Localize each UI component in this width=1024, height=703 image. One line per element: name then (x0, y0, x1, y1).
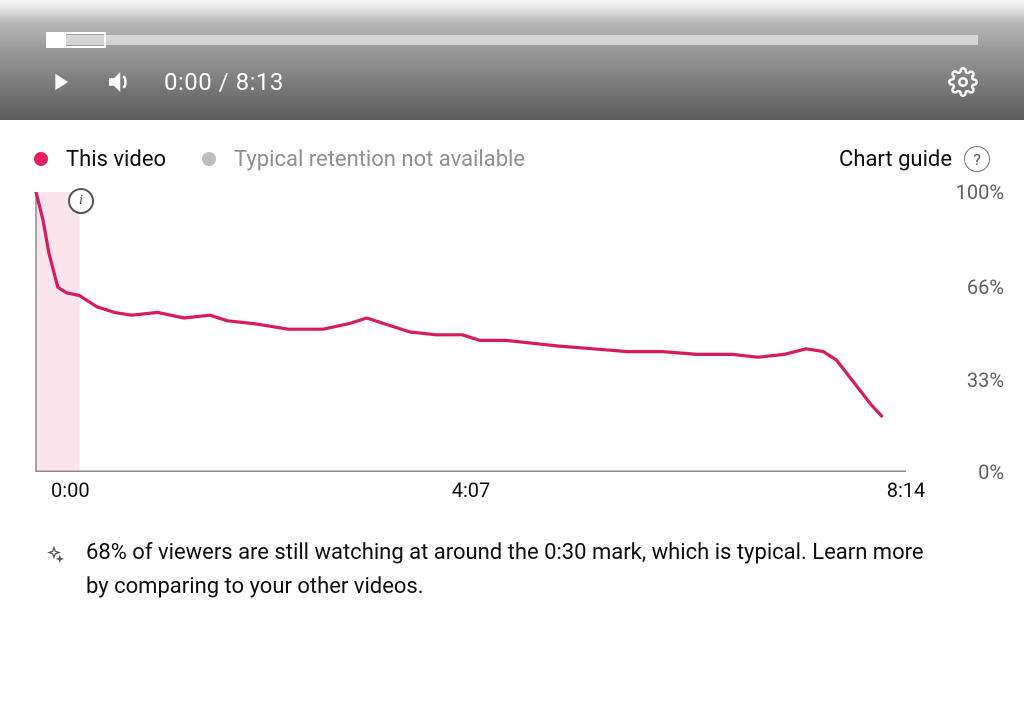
chart-guide-label: Chart guide (839, 147, 952, 172)
x-tick-label: 8:14 (887, 478, 926, 502)
progress-bar[interactable] (46, 35, 978, 45)
y-tick-label: 66% (967, 275, 1004, 299)
playback-time: 0:00 / 8:13 (164, 68, 284, 96)
insight-text: 68% of viewers are still watching at aro… (86, 536, 940, 604)
progress-fill (48, 34, 66, 46)
play-icon[interactable] (46, 68, 74, 96)
x-tick-label: 0:00 (51, 478, 90, 502)
insight-row: 68% of viewers are still watching at aro… (0, 508, 1024, 604)
help-icon[interactable]: ? (964, 146, 990, 172)
volume-icon[interactable] (104, 67, 134, 97)
info-icon[interactable]: i (68, 188, 94, 214)
legend-dot-secondary (202, 152, 216, 166)
sparkle-icon (44, 542, 64, 562)
legend-label-secondary: Typical retention not available (234, 147, 525, 172)
x-tick-label: 4:07 (452, 478, 491, 502)
video-player[interactable]: 0:00 / 8:13 (0, 0, 1024, 120)
progress-thumb[interactable] (46, 32, 106, 48)
player-top-fade (0, 0, 1024, 22)
settings-icon[interactable] (948, 67, 978, 97)
current-time: 0:00 (164, 68, 212, 96)
chart-legend: This video Typical retention not availab… (0, 120, 1024, 182)
y-axis-labels: 100%66%33%0% (934, 192, 1004, 472)
time-separator: / (219, 68, 236, 96)
player-controls: 0:00 / 8:13 (46, 62, 978, 102)
legend-label-primary: This video (66, 147, 166, 172)
y-tick-label: 33% (967, 368, 1004, 392)
chart-guide-link[interactable]: Chart guide ? (839, 146, 990, 172)
retention-chart[interactable]: i 100%66%33%0% (26, 192, 998, 472)
duration: 8:13 (236, 68, 284, 96)
y-tick-label: 100% (956, 180, 1004, 204)
chart-canvas (26, 192, 966, 472)
legend-dot-primary (34, 152, 48, 166)
x-axis-labels: 0:00 4:07 8:14 (26, 478, 998, 508)
